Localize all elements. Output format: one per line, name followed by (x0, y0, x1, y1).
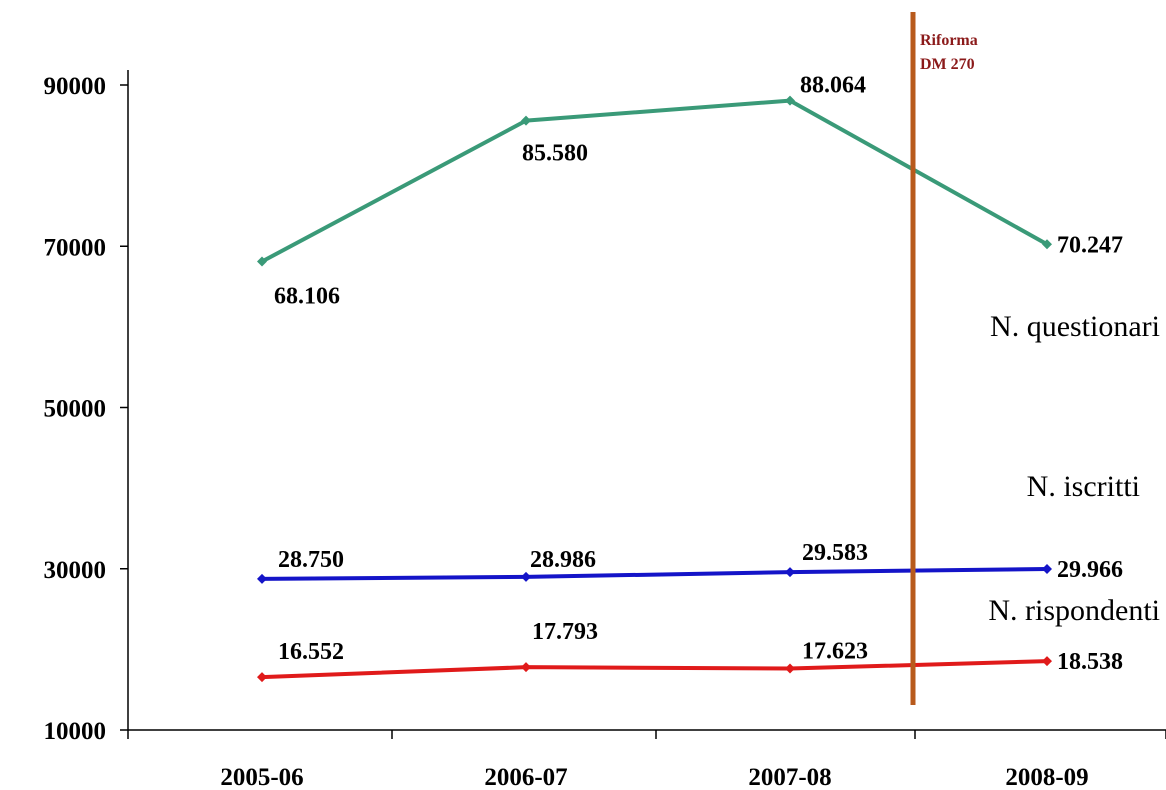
data-point (257, 672, 267, 683)
data-label: 70.247 (1057, 232, 1123, 258)
data-label: 29.966 (1057, 557, 1123, 583)
y-tick-label: 50000 (44, 396, 107, 423)
data-label: 18.538 (1057, 649, 1123, 675)
data-label: 28.986 (530, 547, 596, 573)
reform-label-line1: Riforma (920, 32, 978, 49)
series-label: N. rispondenti (988, 594, 1160, 627)
x-tick-label: 2007-08 (748, 764, 831, 790)
x-tick-label: 2008-09 (1005, 764, 1088, 790)
data-point (257, 256, 267, 267)
data-point (521, 571, 531, 582)
data-point (257, 573, 267, 584)
series-label: N. questionari (990, 310, 1160, 343)
data-label: 17.623 (802, 639, 868, 665)
data-label: 28.750 (278, 547, 344, 573)
data-point (1042, 564, 1052, 575)
x-tick-label: 2005-06 (220, 764, 303, 790)
data-point (521, 662, 531, 673)
data-label: 85.580 (522, 141, 588, 167)
series-line-n--questionari (261, 98, 1048, 264)
data-point (785, 663, 795, 674)
data-point (785, 95, 795, 106)
data-label: 88.064 (800, 73, 866, 99)
data-point (1042, 239, 1052, 250)
series-line-n--rispondenti (261, 659, 1048, 680)
series-label: N. iscritti (1027, 470, 1140, 503)
data-point (521, 115, 531, 126)
data-label: 29.583 (802, 540, 868, 566)
reform-label-line2: DM 270 (920, 56, 975, 73)
data-label: 68.106 (274, 284, 340, 310)
data-label: 16.552 (278, 639, 344, 665)
y-tick-label: 30000 (44, 557, 107, 584)
y-tick-label: 90000 (44, 73, 107, 100)
data-point (1042, 656, 1052, 667)
y-tick-label: 10000 (44, 718, 107, 745)
data-point (785, 567, 795, 578)
series-line-n--iscritti (261, 567, 1048, 581)
y-tick-label: 70000 (44, 234, 107, 261)
x-tick-label: 2006-07 (484, 764, 567, 790)
data-label: 17.793 (532, 619, 598, 645)
